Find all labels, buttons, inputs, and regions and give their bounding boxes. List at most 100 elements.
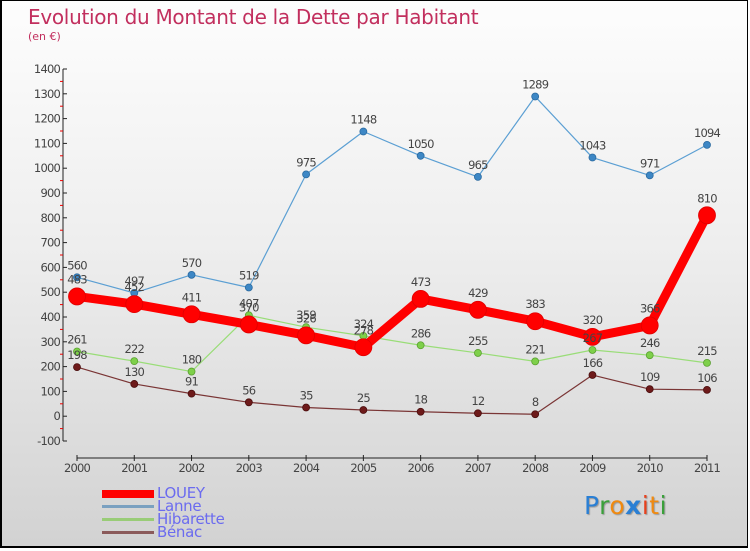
data-point-louey bbox=[125, 295, 144, 314]
data-point-louey bbox=[469, 300, 487, 319]
x-tick-label: 2005 bbox=[350, 461, 377, 475]
data-label-hibarette: 180 bbox=[182, 353, 202, 367]
data-point-hibarette bbox=[73, 347, 81, 356]
data-point-hibarette bbox=[703, 358, 711, 367]
data-point-louey bbox=[526, 312, 545, 331]
legend-item: Lanne bbox=[102, 497, 225, 515]
legend-label: LOUEY bbox=[157, 484, 205, 502]
data-point-lanne bbox=[531, 92, 540, 101]
data-point-lanne bbox=[703, 140, 711, 149]
data-point-hibarette bbox=[531, 357, 540, 366]
data-label-louey: 366 bbox=[640, 301, 660, 315]
data-label-hibarette: 407 bbox=[239, 296, 259, 310]
series-line-lanne bbox=[76, 95, 708, 294]
legend-label: Hibarette bbox=[157, 510, 225, 528]
data-point-louey bbox=[239, 315, 258, 334]
y-tick-label: 1200 bbox=[34, 112, 61, 126]
x-tick-label: 2003 bbox=[236, 461, 263, 475]
data-label-benac: 198 bbox=[67, 348, 87, 362]
data-label-hibarette: 359 bbox=[296, 308, 316, 322]
y-tick-label: 900 bbox=[40, 186, 60, 200]
data-label-lanne: 1148 bbox=[350, 112, 377, 126]
data-label-hibarette: 324 bbox=[354, 317, 374, 331]
data-point-hibarette bbox=[474, 349, 482, 357]
data-label-lanne: 975 bbox=[296, 155, 316, 169]
y-tick-label: 500 bbox=[40, 285, 60, 299]
data-label-hibarette: 255 bbox=[468, 334, 488, 348]
legend-label: Lanne bbox=[157, 497, 202, 515]
legend-swatch bbox=[102, 489, 154, 498]
data-label-hibarette: 286 bbox=[411, 326, 431, 340]
data-point-louey bbox=[354, 338, 373, 357]
y-tick-label: 200 bbox=[40, 360, 60, 374]
data-point-hibarette bbox=[645, 351, 654, 360]
legend-label: Bénac bbox=[157, 523, 202, 541]
data-point-hibarette bbox=[416, 341, 425, 350]
data-point-benac bbox=[703, 386, 711, 394]
legend-swatch bbox=[102, 518, 154, 521]
data-point-louey bbox=[411, 289, 430, 308]
data-label-lanne: 560 bbox=[67, 258, 87, 272]
series-line-hibarette bbox=[76, 314, 708, 373]
series-line-benac bbox=[76, 366, 708, 415]
data-label-benac: 8 bbox=[532, 395, 539, 409]
data-label-louey: 452 bbox=[124, 280, 144, 294]
y-tick-label: 100 bbox=[40, 384, 60, 398]
y-tick-label: 700 bbox=[40, 236, 60, 250]
data-label-hibarette: 221 bbox=[525, 342, 545, 356]
data-point-benac bbox=[302, 403, 310, 412]
x-tick-label: 2011 bbox=[694, 461, 721, 475]
legend: LOUEY Lanne Hibarette Bénac bbox=[102, 484, 225, 541]
legend-item: Hibarette bbox=[102, 510, 225, 528]
data-point-louey bbox=[698, 206, 716, 225]
data-label-benac: 18 bbox=[414, 393, 428, 407]
x-tick-label: 2001 bbox=[121, 461, 148, 475]
data-point-benac bbox=[130, 380, 139, 388]
data-label-lanne: 570 bbox=[182, 256, 202, 270]
data-label-benac: 35 bbox=[300, 389, 314, 403]
x-tick-label: 2002 bbox=[179, 461, 206, 475]
data-label-benac: 109 bbox=[640, 370, 660, 384]
data-label-benac: 166 bbox=[583, 356, 603, 370]
data-label-hibarette: 267 bbox=[583, 331, 603, 345]
y-tick-label: 300 bbox=[40, 335, 60, 349]
data-label-hibarette: 246 bbox=[640, 336, 660, 350]
data-label-benac: 25 bbox=[357, 391, 371, 405]
y-tick-label: 1300 bbox=[34, 87, 61, 101]
data-point-benac bbox=[531, 410, 540, 419]
x-tick-label: 2008 bbox=[522, 461, 549, 475]
data-label-lanne: 1050 bbox=[408, 137, 435, 151]
x-tick-label: 2010 bbox=[637, 461, 664, 475]
data-point-hibarette bbox=[130, 357, 139, 366]
x-tick-label: 2007 bbox=[465, 461, 492, 475]
logo-letter: r bbox=[599, 491, 610, 520]
data-label-lanne: 497 bbox=[124, 274, 144, 288]
data-label-louey: 411 bbox=[182, 290, 202, 304]
data-label-louey: 320 bbox=[583, 313, 603, 327]
data-point-benac bbox=[73, 363, 81, 371]
legend-item: Bénac bbox=[102, 523, 225, 541]
x-tick-label: 2006 bbox=[408, 461, 435, 475]
proxiti-logo: Proxiti bbox=[584, 491, 667, 520]
y-tick-label: 600 bbox=[40, 260, 60, 274]
data-point-louey bbox=[68, 287, 86, 306]
data-label-louey: 326 bbox=[296, 311, 316, 325]
data-point-benac bbox=[474, 409, 482, 418]
data-point-lanne bbox=[73, 273, 81, 282]
legend-swatch bbox=[102, 505, 154, 508]
data-point-lanne bbox=[645, 171, 654, 180]
data-label-louey: 370 bbox=[239, 300, 259, 314]
data-point-lanne bbox=[474, 172, 482, 181]
data-point-lanne bbox=[359, 127, 368, 136]
data-label-louey: 278 bbox=[354, 323, 374, 337]
data-point-lanne bbox=[244, 283, 253, 292]
data-label-lanne: 1094 bbox=[694, 126, 721, 140]
data-point-louey bbox=[640, 316, 659, 335]
y-tick-label: 400 bbox=[40, 310, 60, 324]
data-point-benac bbox=[187, 389, 196, 398]
data-point-benac bbox=[588, 371, 597, 379]
y-tick-label: 800 bbox=[40, 211, 60, 225]
data-label-hibarette: 215 bbox=[697, 344, 717, 358]
data-point-louey bbox=[583, 327, 602, 346]
